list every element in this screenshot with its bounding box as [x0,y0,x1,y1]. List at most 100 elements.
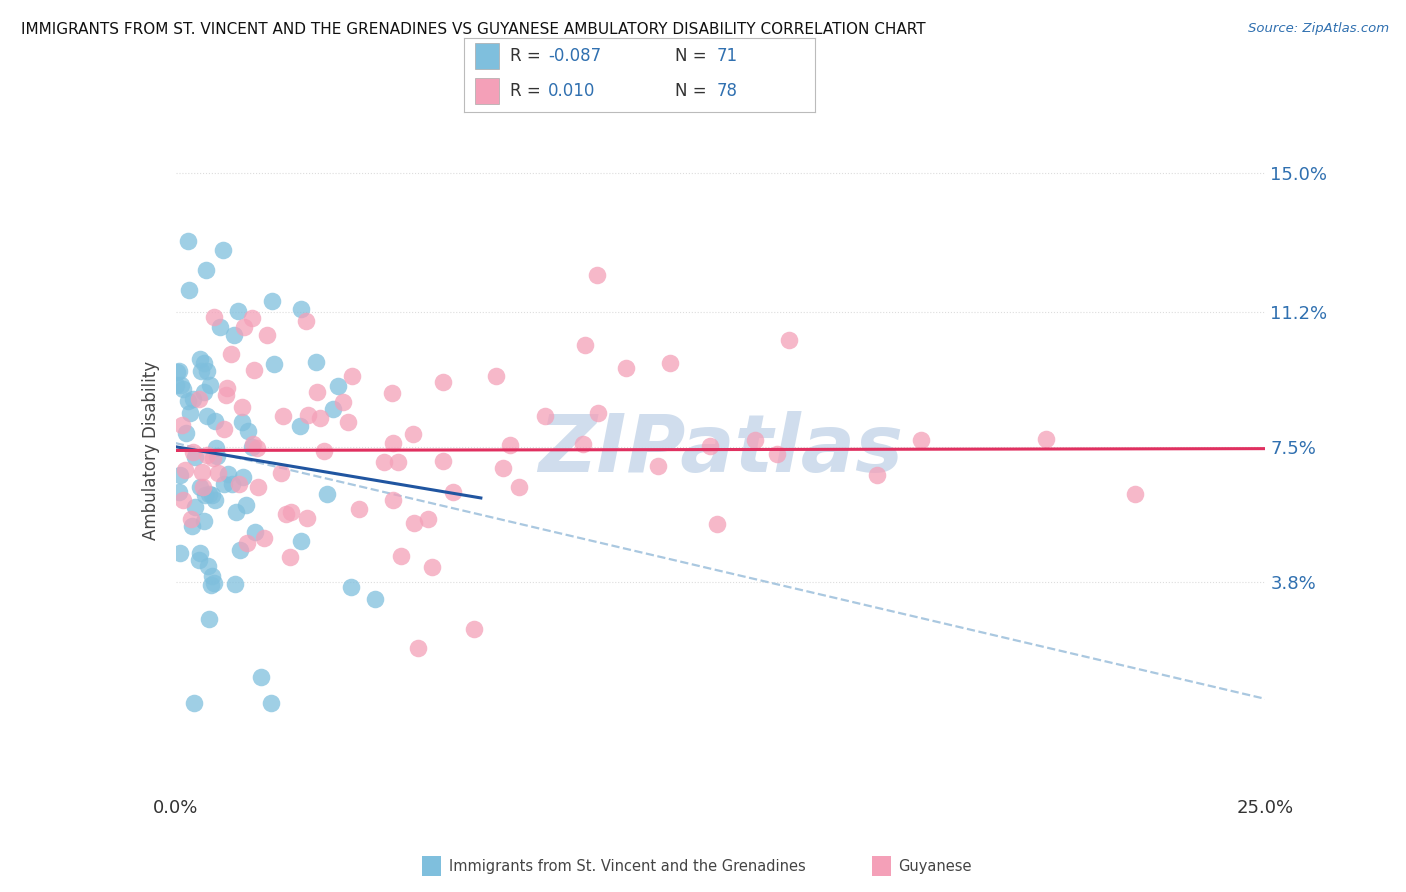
Point [263,357,285,371]
Point [1035,433,1057,447]
Point [179,284,201,298]
Point [194,263,217,277]
Point [195,409,218,423]
Point [364,592,387,607]
Point [238,425,260,439]
Point [170,418,193,433]
Point [221,476,243,491]
Text: -0.087: -0.087 [548,47,602,65]
Point [533,409,555,423]
Point [201,568,224,582]
Point [187,553,209,567]
Point [778,333,800,347]
Point [240,440,263,454]
Point [585,268,607,282]
Point [222,327,245,342]
Point [766,447,789,461]
Point [232,320,254,334]
Point [172,382,194,396]
Point [420,560,443,574]
Point [225,505,247,519]
Point [174,463,197,477]
Point [202,450,225,465]
Point [402,426,425,441]
Text: Guyanese: Guyanese [898,859,972,873]
Point [177,393,200,408]
Point [193,514,215,528]
Point [205,442,228,456]
Point [166,365,188,379]
Point [215,381,238,395]
Point [387,455,409,469]
Point [170,378,193,392]
Point [382,492,405,507]
FancyBboxPatch shape [475,78,499,104]
Point [235,498,257,512]
Point [197,487,219,501]
Point [211,244,233,258]
Point [212,477,235,491]
Point [492,461,515,475]
Point [253,532,276,546]
Text: IMMIGRANTS FROM ST. VINCENT AND THE GRENADINES VS GUYANESE AMBULATORY DISABILITY: IMMIGRANTS FROM ST. VINCENT AND THE GREN… [21,22,925,37]
Point [288,419,311,434]
Point [169,363,191,377]
Point [200,577,222,591]
Point [314,444,336,458]
Point [181,392,204,407]
Point [574,338,596,352]
Text: N =: N = [675,47,711,65]
Point [242,437,264,451]
Point [169,546,191,560]
Point [188,480,211,494]
Point [332,395,354,409]
Point [278,550,301,565]
Point [204,576,226,591]
Point [499,438,522,452]
Point [316,486,339,500]
Point [297,409,319,423]
Text: 0.010: 0.010 [548,82,596,100]
Point [337,415,360,429]
Point [586,406,609,420]
Point [188,546,211,560]
Point [402,516,425,530]
Point [246,480,269,494]
Point [224,577,246,591]
Point [229,543,252,558]
Point [290,533,312,548]
Point [188,351,211,366]
Point [219,347,242,361]
Point [349,501,371,516]
Point [647,458,669,473]
Point [193,356,215,370]
Point [744,433,766,447]
Point [197,559,219,574]
Point [209,319,232,334]
Point [204,492,226,507]
Point [174,425,197,440]
Text: R =: R = [510,47,546,65]
Point [240,310,263,325]
Y-axis label: Ambulatory Disability: Ambulatory Disability [142,361,160,540]
Point [217,467,239,481]
Point [699,439,721,453]
Point [290,301,312,316]
Point [232,470,254,484]
Point [463,623,485,637]
Point [194,488,217,502]
Point [305,384,328,399]
Point [910,433,932,447]
Point [226,303,249,318]
Point [231,401,253,415]
Point [172,493,194,508]
Point [508,480,530,494]
Point [485,369,508,384]
Point [191,479,214,493]
Point [432,454,454,468]
Text: N =: N = [675,82,711,100]
Point [198,612,221,626]
Point [260,696,283,710]
Point [187,392,209,406]
Point [195,363,218,377]
